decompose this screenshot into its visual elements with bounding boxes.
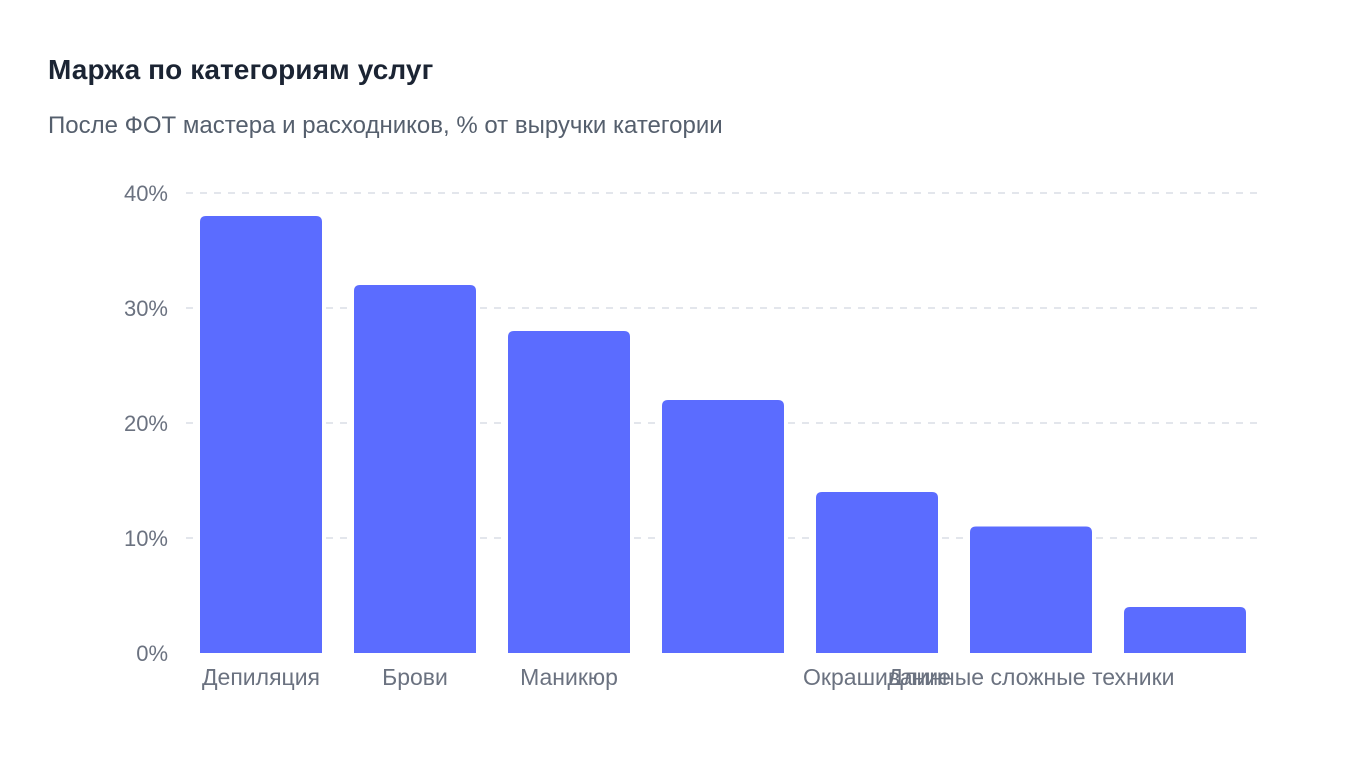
bar bbox=[508, 331, 630, 653]
y-tick-label: 40% bbox=[124, 181, 168, 206]
chart-subtitle: После ФОТ мастера и расходников, % от вы… bbox=[48, 112, 723, 139]
x-category-label: Окрашивание bbox=[803, 664, 951, 690]
y-axis-ticks: 0% 10% 20% 30% 40% bbox=[124, 181, 168, 666]
bar bbox=[354, 285, 476, 653]
bar bbox=[1124, 607, 1246, 653]
y-tick-label: 0% bbox=[136, 641, 168, 666]
chart-title: Маржа по категориям услуг bbox=[48, 54, 434, 85]
y-tick-label: 20% bbox=[124, 411, 168, 436]
bar bbox=[200, 216, 322, 653]
x-category-label: Маникюр bbox=[520, 664, 618, 690]
bars bbox=[200, 216, 1246, 653]
bar bbox=[816, 492, 938, 653]
x-axis-labels: Депиляция Брови Маникюр ОкрашиваниеДлинные … bbox=[202, 664, 1175, 690]
y-tick-label: 10% bbox=[124, 526, 168, 551]
bar bbox=[662, 400, 784, 653]
x-category-label: Депиляция bbox=[202, 664, 320, 690]
y-tick-label: 30% bbox=[124, 296, 168, 321]
bar bbox=[970, 526, 1092, 653]
x-category-label: Длинные сложные техники bbox=[888, 664, 1175, 690]
x-category-label: Брови bbox=[382, 664, 448, 690]
